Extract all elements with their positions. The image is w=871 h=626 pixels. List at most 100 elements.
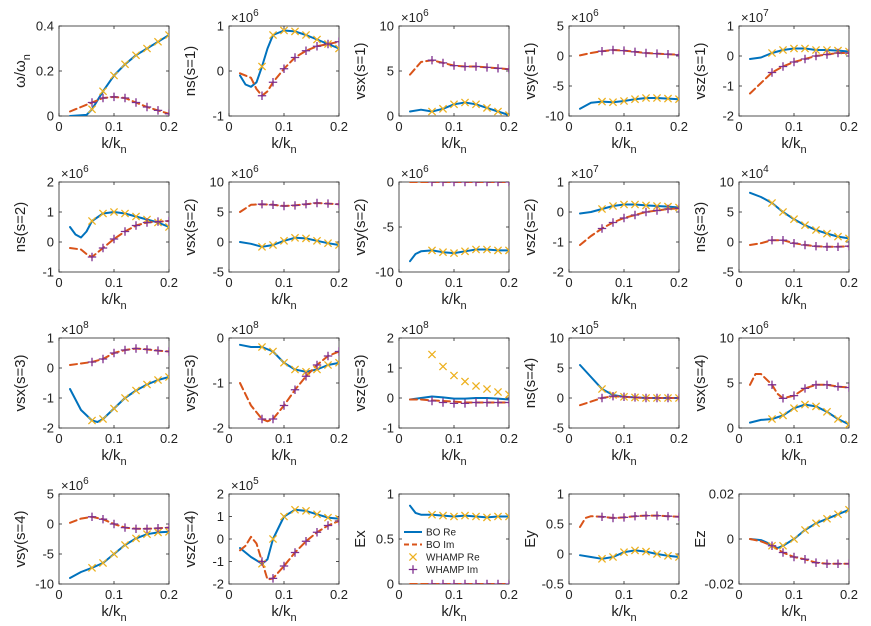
x-tick-label: 0 xyxy=(225,431,232,446)
whamp-re-point xyxy=(471,245,481,254)
whamp-im-point xyxy=(789,57,799,67)
y-tick-label: 0 xyxy=(217,64,224,79)
whamp-re-point xyxy=(844,47,849,56)
whamp-re-point xyxy=(87,563,97,572)
whamp-im-point xyxy=(290,53,300,62)
y-axis-label: Ez xyxy=(692,530,709,548)
legend-marker xyxy=(408,552,418,562)
plot-area xyxy=(738,181,850,273)
axis-exponent: ×108 xyxy=(231,320,259,337)
axis-exponent: ×106 xyxy=(231,8,259,25)
whamp-im-point xyxy=(449,61,459,70)
whamp-re-point xyxy=(87,416,97,425)
whamp-im-point xyxy=(312,198,322,208)
whamp-im-point xyxy=(597,47,607,56)
whamp-re-point xyxy=(427,107,437,116)
whamp-re-point xyxy=(504,390,509,399)
whamp-re-point xyxy=(833,232,843,241)
whamp-re-point xyxy=(493,387,503,397)
whamp-re-point xyxy=(789,44,799,53)
whamp-re-point xyxy=(98,209,108,218)
bo-re-line xyxy=(749,403,849,426)
x-tick-label: 0.1 xyxy=(615,275,633,290)
whamp-re-point xyxy=(257,242,267,251)
y-axis-label: vsz(s=4) xyxy=(182,510,199,567)
whamp-re-point xyxy=(268,240,278,250)
plot-area xyxy=(568,25,680,117)
whamp-re-point xyxy=(822,514,832,523)
x-tick-label: 0 xyxy=(735,431,742,446)
y-tick-label: -2 xyxy=(212,577,224,592)
whamp-re-point xyxy=(120,60,130,69)
x-tick-label: 0 xyxy=(565,275,572,290)
axis-exponent: ×106 xyxy=(401,164,429,181)
whamp-im-point xyxy=(301,200,311,209)
y-tick-label: 5 xyxy=(557,361,564,376)
y-tick-label: -5 xyxy=(42,547,54,562)
y-tick-label: 0 xyxy=(387,109,394,124)
whamp-re-point xyxy=(597,204,607,214)
whamp-re-point xyxy=(153,375,163,385)
whamp-im-point xyxy=(312,528,322,537)
plot-area xyxy=(58,181,170,273)
whamp-re-point xyxy=(652,549,662,559)
axis-exponent: ×106 xyxy=(571,8,599,25)
whamp-im-point xyxy=(811,558,821,567)
x-axis-label: k/kn xyxy=(611,603,636,624)
whamp-re-point xyxy=(301,367,311,376)
axis-exponent: ×106 xyxy=(61,476,89,493)
x-tick-label: 0.2 xyxy=(500,431,518,446)
whamp-im-point xyxy=(493,182,503,187)
bo-re-line xyxy=(749,508,849,549)
y-tick-label: 0 xyxy=(387,577,394,592)
whamp-re-point xyxy=(597,97,607,106)
whamp-im-point xyxy=(493,64,503,73)
whamp-re-point xyxy=(257,62,267,71)
whamp-re-point xyxy=(641,93,651,103)
whamp-re-point xyxy=(460,377,470,386)
whamp-im-point xyxy=(471,62,481,71)
bo-im-line xyxy=(69,347,169,366)
y-tick-label: 5 xyxy=(557,19,564,34)
y-tick-label: 0 xyxy=(727,421,734,436)
plot-area xyxy=(58,25,170,117)
whamp-im-point xyxy=(323,351,333,361)
whamp-re-point xyxy=(131,386,141,395)
whamp-im-point xyxy=(674,204,679,213)
y-axis-label: ns(s=2) xyxy=(12,202,29,252)
whamp-re-point xyxy=(619,96,629,106)
whamp-re-point xyxy=(789,404,799,413)
x-tick-label: 0 xyxy=(735,275,742,290)
whamp-re-point xyxy=(98,414,108,424)
whamp-im-point xyxy=(652,393,662,403)
x-tick-label: 0 xyxy=(565,119,572,134)
y-tick-label: 0 xyxy=(387,175,394,190)
whamp-im-point xyxy=(471,398,481,407)
x-tick-label: 0 xyxy=(565,587,572,602)
subplot-11: 0 0.1 0.2 -2 -1 0 1 ×108 k/kn vsx(s=3) xyxy=(12,320,178,468)
whamp-re-point xyxy=(164,372,169,382)
bo-re-line xyxy=(749,191,849,240)
whamp-re-point xyxy=(811,402,821,411)
y-tick-label: 0 xyxy=(47,235,54,250)
y-tick-label: 2 xyxy=(217,487,224,502)
x-tick-label: 0.2 xyxy=(840,587,858,602)
y-tick-label: -1 xyxy=(382,421,394,436)
y-tick-label: -1 xyxy=(552,235,564,250)
whamp-im-point xyxy=(98,243,108,253)
y-axis-label: vsz(s=2) xyxy=(522,198,539,255)
whamp-im-point xyxy=(641,207,651,217)
subplot-4: 0 0.1 0.2 -10 -5 0 5 ×106 k/kn vsy(s=1) xyxy=(522,8,688,156)
whamp-re-point xyxy=(438,248,448,257)
whamp-im-point xyxy=(460,182,470,187)
whamp-re-point xyxy=(449,100,459,109)
whamp-im-point xyxy=(120,227,130,236)
x-axis-label: k/kn xyxy=(101,603,126,624)
whamp-re-point xyxy=(279,26,289,35)
whamp-im-point xyxy=(427,396,437,406)
y-tick-label: 0.4 xyxy=(36,19,54,34)
